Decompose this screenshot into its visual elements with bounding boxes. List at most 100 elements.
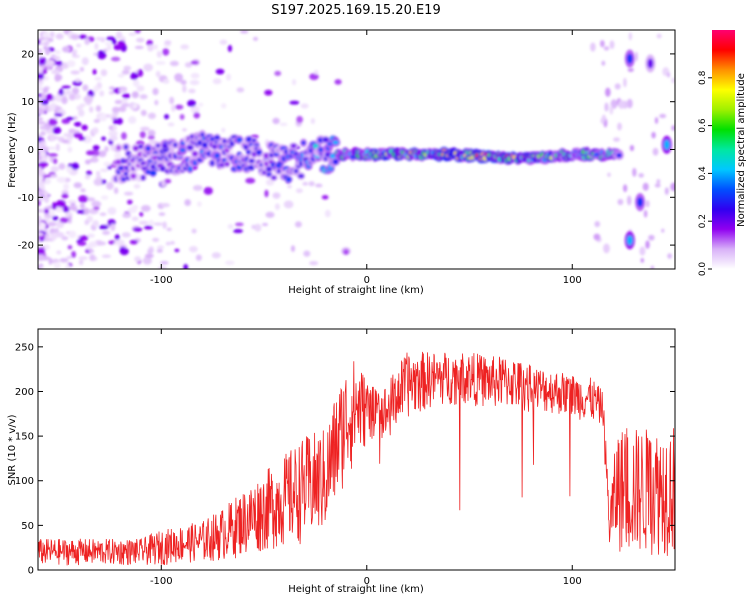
noise-speck — [94, 42, 99, 51]
noise-speck — [84, 159, 91, 165]
noise-speck — [48, 174, 58, 178]
ridge-cell — [245, 136, 253, 143]
noise-speck — [136, 85, 145, 92]
ridge-cell — [192, 151, 198, 157]
noise-speck — [38, 39, 41, 45]
noise-speck — [645, 240, 650, 249]
noise-speck — [70, 70, 80, 75]
noise-speck — [40, 130, 46, 136]
noise-speck — [53, 261, 61, 269]
noise-speck — [197, 201, 202, 207]
noise-speck — [89, 254, 96, 262]
noise-speck — [189, 245, 198, 253]
noise-speck — [184, 199, 192, 207]
noise-speck — [84, 37, 90, 46]
noise-speck — [83, 95, 94, 104]
colorbar-tick-label: 0.0 — [698, 262, 708, 277]
ridge-cell — [322, 137, 330, 143]
noise-speck — [182, 128, 187, 132]
spectrogram-ylabel: Frequency (Hz) — [7, 112, 18, 188]
noise-speck — [108, 91, 115, 95]
noise-speck — [66, 255, 73, 259]
noise-speck — [265, 211, 275, 218]
side-blob — [626, 235, 633, 246]
noise-speck — [287, 184, 292, 189]
noise-speck — [272, 192, 281, 199]
noise-speck — [628, 32, 633, 41]
noise-speck — [99, 90, 105, 97]
noise-speck — [174, 248, 180, 253]
noise-speck — [198, 102, 204, 107]
noise-speck — [92, 220, 99, 228]
noise-speck — [86, 170, 92, 176]
noise-speck — [38, 57, 44, 66]
noise-speck — [45, 93, 54, 101]
noise-speck — [618, 100, 625, 109]
ridge-cell — [155, 143, 161, 148]
noise-speck — [61, 193, 69, 199]
noise-speck — [110, 143, 117, 152]
noise-speck — [148, 219, 154, 226]
spectrogram-ytick-label: 10 — [21, 97, 34, 108]
noise-speck — [143, 63, 153, 72]
noise-speck — [113, 44, 123, 51]
noise-speck — [170, 241, 175, 245]
spectrogram-noise — [38, 30, 675, 269]
noise-speck — [39, 126, 48, 130]
noise-speck — [212, 78, 222, 85]
ridge-cell — [236, 137, 243, 143]
noise-speck — [49, 31, 55, 38]
noise-speck — [87, 233, 95, 238]
noise-speck — [191, 228, 197, 234]
ridge-cell — [187, 165, 193, 172]
noise-speck — [203, 187, 213, 195]
noise-speck — [601, 60, 606, 66]
noise-speck — [100, 195, 109, 200]
noise-speck — [590, 42, 596, 52]
noise-speck — [139, 211, 144, 217]
noise-speck — [140, 126, 150, 131]
noise-speck — [109, 86, 115, 90]
noise-speck — [274, 70, 282, 76]
noise-speck — [59, 257, 69, 263]
noise-speck — [121, 232, 131, 238]
noise-speck — [84, 219, 90, 226]
noise-speck — [63, 183, 70, 190]
snr-xtick-label: -100 — [150, 576, 173, 587]
ridge-cell — [266, 172, 272, 177]
noise-speck — [118, 88, 127, 93]
noise-speck — [121, 132, 127, 140]
noise-speck — [147, 44, 154, 52]
ridge-cell — [222, 138, 227, 144]
noise-speck — [164, 40, 172, 45]
noise-speck — [38, 136, 42, 143]
noise-speck — [71, 87, 80, 95]
noise-speck — [80, 188, 86, 193]
noise-speck — [62, 46, 71, 53]
colorbar-label: Normalized spectral amplitude — [736, 73, 747, 227]
noise-speck — [61, 139, 70, 144]
noise-speck — [162, 48, 170, 56]
noise-speck — [300, 103, 309, 109]
ridge-cell — [261, 170, 267, 175]
noise-speck — [122, 93, 131, 99]
noise-speck — [622, 184, 628, 193]
noise-speck — [73, 182, 82, 189]
noise-speck — [123, 191, 134, 196]
noise-speck — [648, 234, 655, 241]
ridge-cell — [180, 141, 185, 146]
noise-speck — [163, 178, 172, 184]
noise-speck — [102, 230, 111, 235]
noise-speck — [190, 72, 200, 79]
noise-speck — [38, 120, 46, 125]
noise-speck — [45, 233, 50, 238]
noise-speck — [139, 94, 148, 100]
noise-speck — [54, 112, 63, 117]
noise-speck — [85, 245, 92, 250]
noise-speck — [156, 248, 163, 253]
noise-speck — [656, 33, 662, 39]
noise-speck — [110, 56, 121, 62]
ridge-cell — [312, 143, 319, 150]
noise-speck — [52, 215, 59, 221]
noise-speck — [67, 245, 73, 250]
